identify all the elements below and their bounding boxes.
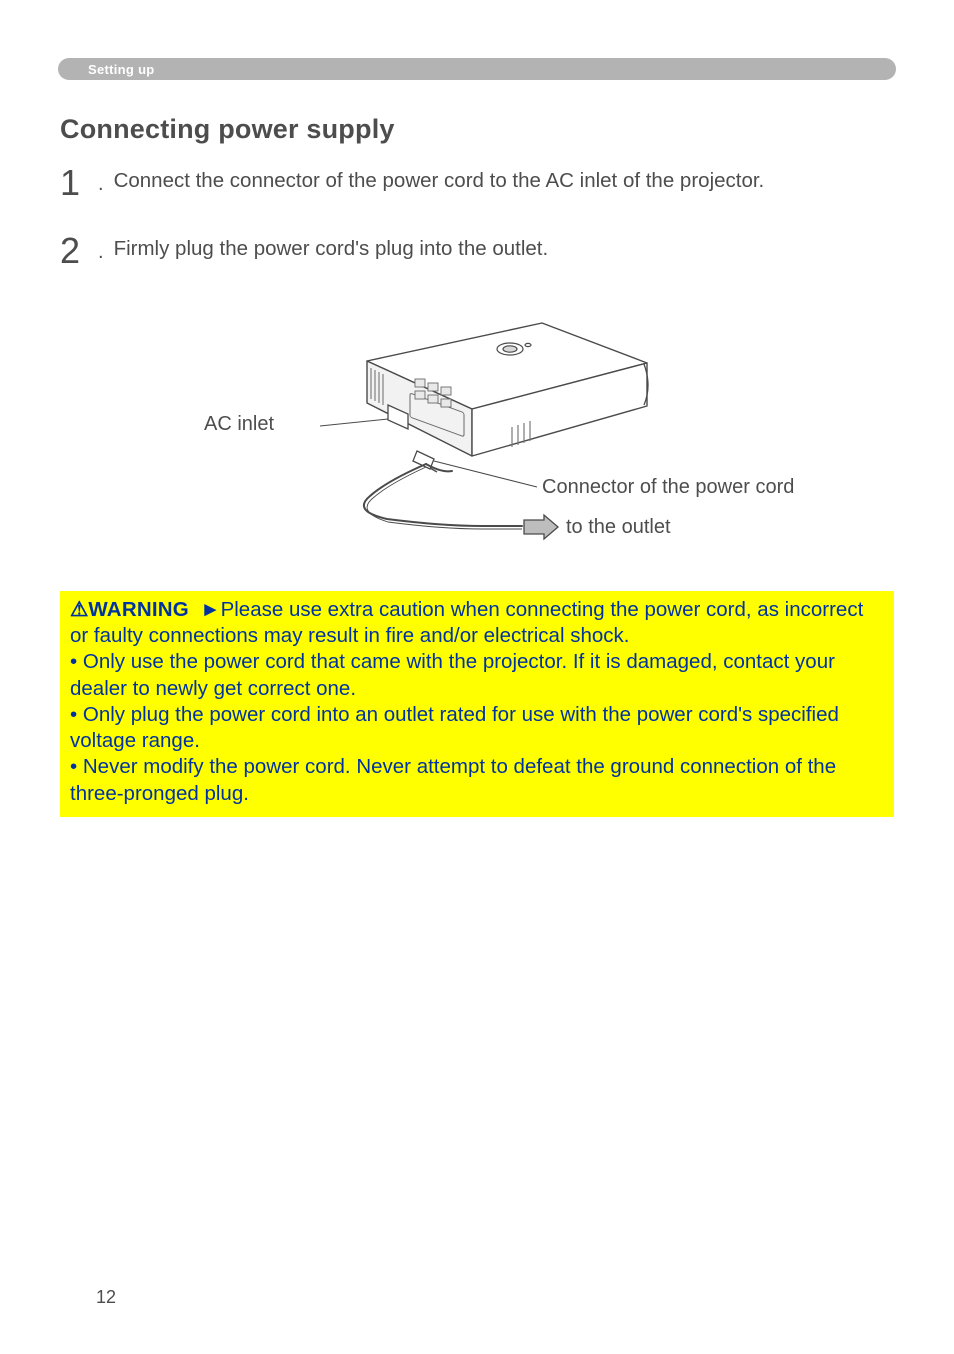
diagram-label-connector: Connector of the power cord — [542, 476, 794, 499]
warning-box: ⚠WARNING ►Please use extra caution when … — [60, 591, 894, 817]
page-title: Connecting power supply — [60, 114, 894, 145]
warning-line: • Only use the power cord that came with… — [70, 650, 835, 699]
step-item: 2 . Firmly plug the power cord's plug in… — [60, 233, 894, 271]
section-bar-label: Setting up — [88, 62, 155, 77]
section-bar: Setting up — [58, 58, 896, 80]
step-dot: . — [98, 165, 104, 203]
step-item: 1 . Connect the connector of the power c… — [60, 165, 894, 203]
step-number: 2 — [60, 233, 98, 269]
warning-triangle-icon: ⚠ — [70, 598, 88, 621]
step-number: 1 — [60, 165, 98, 201]
warning-head: WARNING — [88, 598, 188, 621]
projector-diagram: AC inlet Connector of the power cord to … — [212, 301, 742, 551]
step-text: Connect the connector of the power cord … — [114, 165, 765, 195]
diagram-label-ac-inlet: AC inlet — [204, 413, 274, 436]
warning-line: Please use extra caution when connecting… — [70, 598, 863, 647]
document-page: Setting up Connecting power supply 1 . C… — [0, 0, 954, 1354]
warning-line: • Only plug the power cord into an outle… — [70, 703, 839, 752]
step-dot: . — [98, 233, 104, 271]
warning-line: • Never modify the power cord. Never att… — [70, 755, 836, 804]
step-text: Firmly plug the power cord's plug into t… — [114, 233, 549, 263]
diagram-label-to-outlet: to the outlet — [566, 516, 671, 539]
projector-svg — [212, 301, 742, 551]
step-list: 1 . Connect the connector of the power c… — [60, 165, 894, 271]
page-number: 12 — [96, 1287, 116, 1308]
diagram-container: AC inlet Connector of the power cord to … — [60, 301, 894, 551]
